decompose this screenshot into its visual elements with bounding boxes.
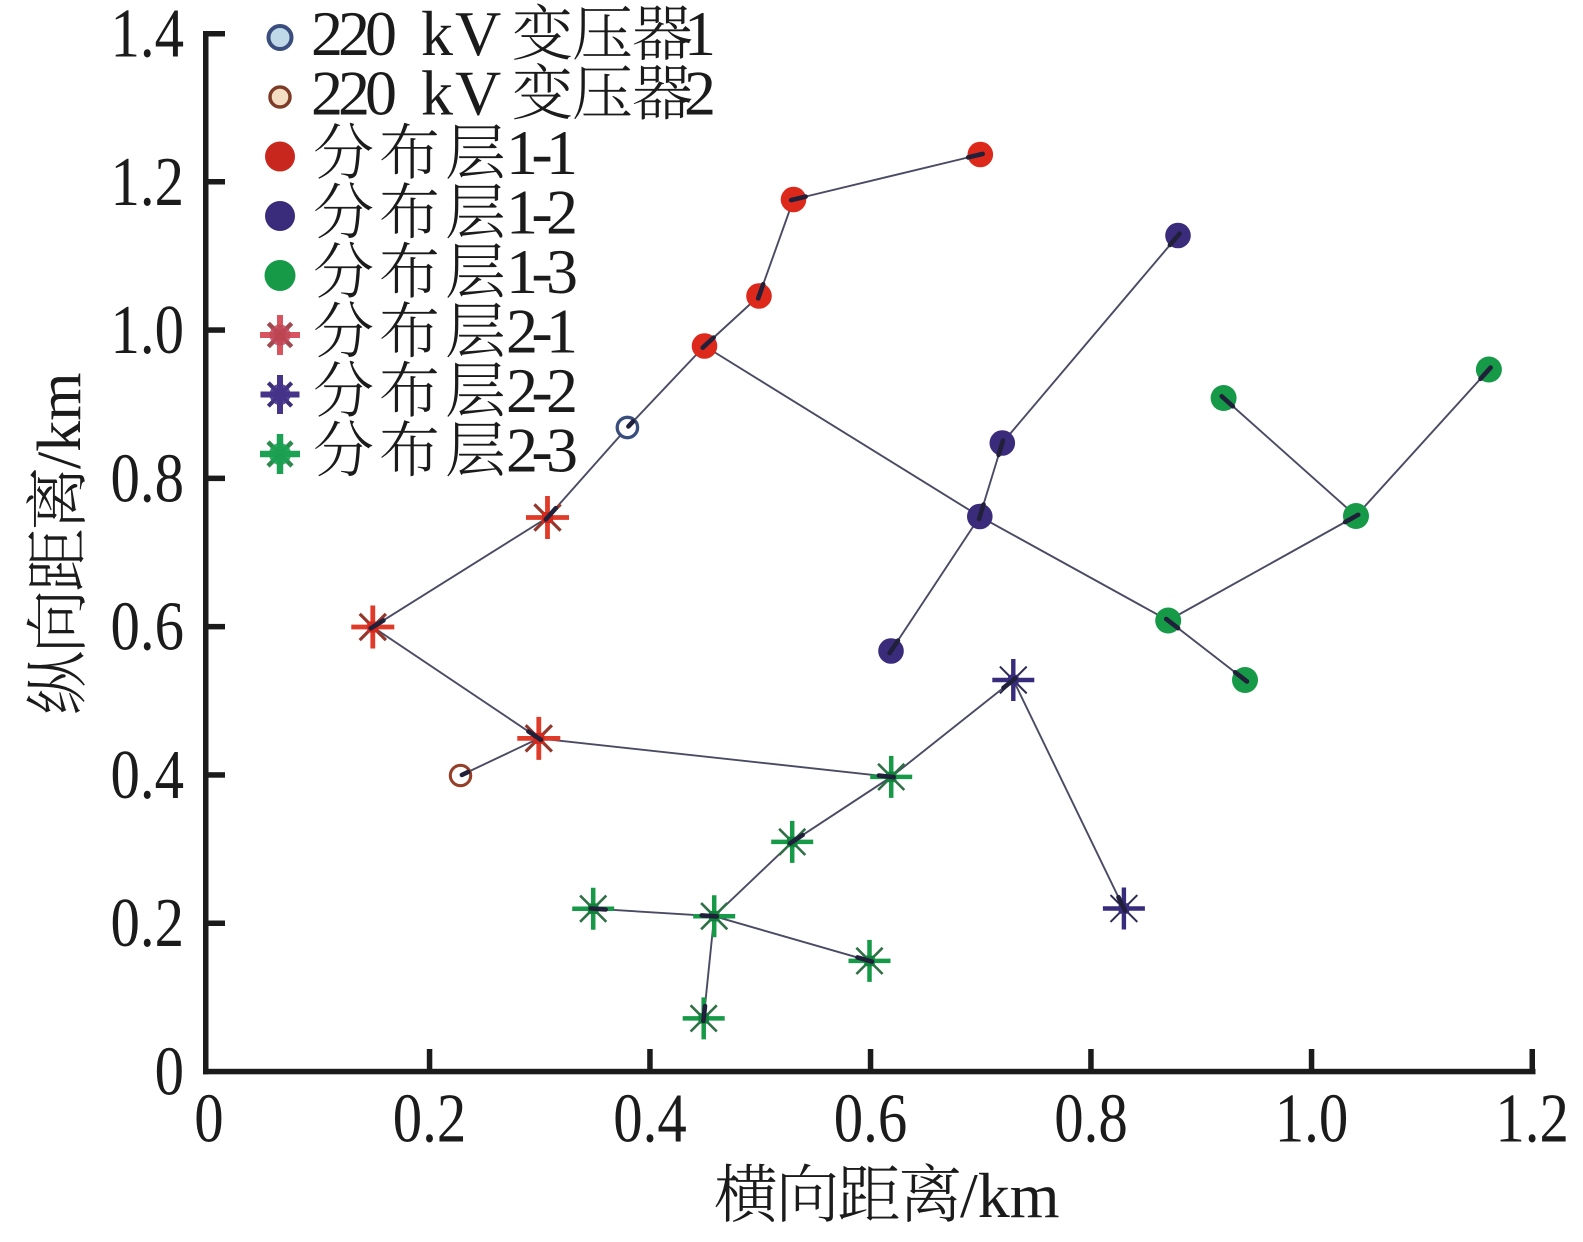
- svg-text:k: k: [421, 58, 453, 129]
- svg-text:2-1: 2-1: [506, 296, 578, 367]
- svg-text:V: V: [455, 58, 501, 129]
- svg-text:0.4: 0.4: [110, 735, 183, 813]
- svg-text:2-3: 2-3: [506, 415, 578, 486]
- svg-text:0.8: 0.8: [110, 439, 183, 517]
- svg-text:1: 1: [684, 0, 716, 69]
- svg-text:2-2: 2-2: [506, 355, 578, 426]
- svg-text:V: V: [455, 0, 501, 69]
- svg-text:0.6: 0.6: [110, 587, 183, 665]
- svg-text:/km: /km: [960, 1160, 1060, 1231]
- svg-text:k: k: [421, 0, 453, 69]
- svg-text:220: 220: [311, 0, 397, 69]
- svg-text:1.4: 1.4: [110, 0, 183, 72]
- svg-text:0: 0: [194, 1079, 223, 1157]
- svg-text:0.2: 0.2: [110, 883, 183, 961]
- svg-text:0.8: 0.8: [1054, 1079, 1127, 1157]
- svg-text:0.2: 0.2: [393, 1079, 466, 1157]
- svg-text:1-1: 1-1: [506, 117, 578, 188]
- svg-text:1.2: 1.2: [110, 142, 183, 220]
- svg-text:0.4: 0.4: [613, 1079, 686, 1157]
- svg-text:220: 220: [311, 58, 397, 129]
- svg-text:2: 2: [684, 58, 716, 129]
- svg-text:/km: /km: [26, 373, 94, 469]
- svg-text:1-3: 1-3: [506, 236, 578, 307]
- svg-text:1.0: 1.0: [110, 290, 183, 368]
- svg-text:1-2: 1-2: [506, 177, 578, 248]
- svg-text:1.0: 1.0: [1275, 1079, 1348, 1157]
- svg-text:1.2: 1.2: [1495, 1079, 1568, 1157]
- svg-text:0: 0: [155, 1032, 184, 1110]
- svg-text:0.6: 0.6: [834, 1079, 907, 1157]
